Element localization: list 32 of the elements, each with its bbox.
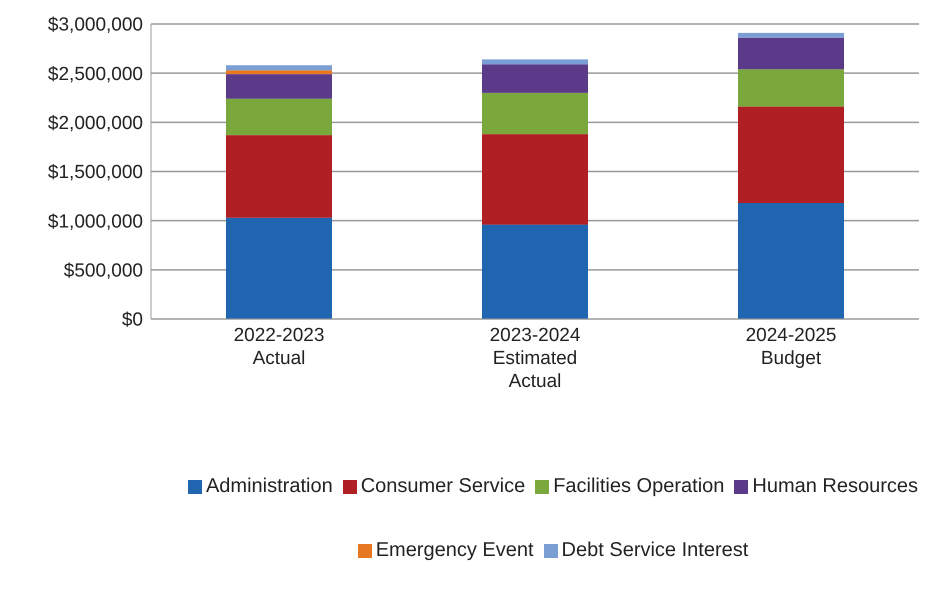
- bar: [226, 135, 332, 218]
- y-tick-label: $2,500,000: [48, 64, 143, 85]
- bar: [482, 59, 588, 64]
- bar: [482, 224, 588, 319]
- bar: [226, 98, 332, 136]
- bar: [738, 202, 844, 319]
- x-tick-label: 2022-2023 Actual: [234, 325, 324, 369]
- legend-label: Facilities Operation: [553, 475, 724, 497]
- bar: [482, 134, 588, 225]
- bar: [226, 74, 332, 99]
- y-tick-label: $1,500,000: [48, 162, 143, 184]
- bar: [482, 92, 588, 134]
- bar: [226, 218, 332, 319]
- bar: [738, 69, 844, 107]
- bar: [738, 32, 844, 38]
- legend-label: Administration: [206, 475, 333, 497]
- y-tick-label: $3,000,000: [48, 14, 143, 36]
- bar: [226, 70, 332, 74]
- x-tick-label: 2024-2025 Budget: [746, 325, 836, 369]
- y-tick-label: $0: [122, 310, 143, 331]
- y-tick-label: $2,000,000: [48, 113, 143, 134]
- bar: [482, 64, 588, 93]
- x-tick-label: 2023-2024 Estimated Actual: [490, 325, 581, 392]
- bar: [738, 38, 844, 70]
- legend-label: Consumer Service: [360, 475, 526, 497]
- y-tick-label: $1,000,000: [48, 211, 143, 232]
- legend-label: Debt Service Interest: [562, 539, 748, 561]
- bar: [226, 65, 332, 70]
- legend-label: Human Resources: [752, 475, 918, 497]
- bar: [738, 106, 844, 203]
- y-tick-label: $500,000: [64, 260, 143, 282]
- legend-label: Emergency Event: [376, 539, 534, 561]
